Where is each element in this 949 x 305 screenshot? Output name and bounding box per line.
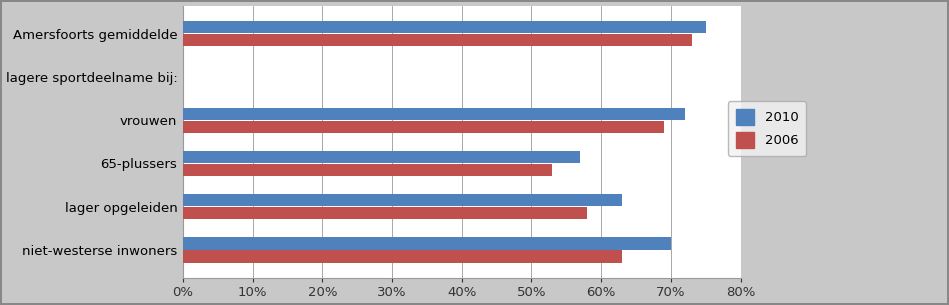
Bar — [183, 207, 587, 219]
Bar — [183, 34, 692, 46]
Bar — [183, 250, 622, 263]
Bar — [183, 164, 552, 176]
Bar — [183, 21, 706, 33]
Bar — [183, 151, 580, 163]
Bar — [183, 121, 664, 133]
Bar — [183, 194, 622, 206]
Bar — [183, 108, 685, 120]
Legend: 2010, 2006: 2010, 2006 — [728, 101, 807, 156]
Bar — [183, 238, 671, 249]
